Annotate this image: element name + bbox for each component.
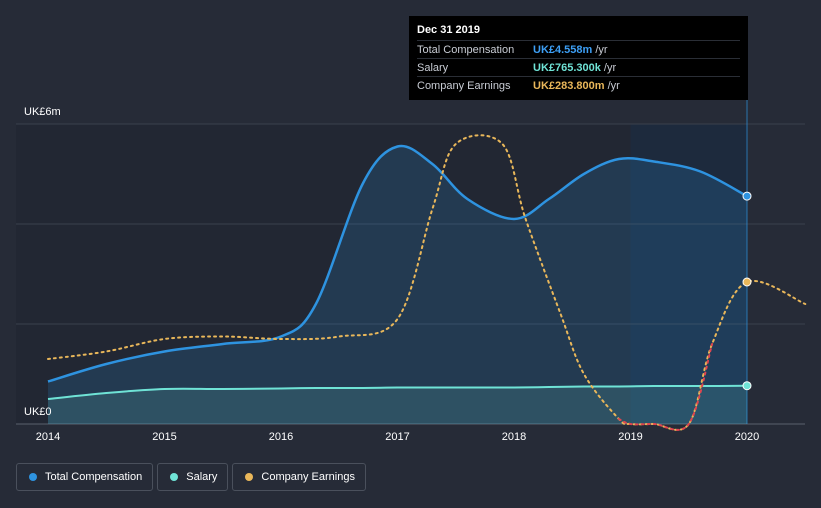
legend-item-total-compensation[interactable]: Total Compensation bbox=[16, 463, 154, 491]
chart-legend: Total Compensation Salary Company Earnin… bbox=[16, 463, 370, 491]
legend-dot-icon bbox=[170, 473, 179, 481]
x-tick-label: 2020 bbox=[734, 431, 760, 443]
grid-lines bbox=[16, 100, 805, 425]
tooltip-row-earnings: Company Earnings UK£283.800m /yr bbox=[417, 76, 740, 94]
total-compensation-line bbox=[47, 144, 748, 383]
tooltip-value: UK£283.800m bbox=[533, 79, 605, 92]
x-tick-label: 2018 bbox=[501, 431, 527, 443]
legend-label: Salary bbox=[186, 471, 218, 483]
tooltip-unit: /yr bbox=[603, 61, 617, 74]
legend-label: Total Compensation bbox=[45, 471, 143, 483]
legend-item-company-earnings[interactable]: Company Earnings bbox=[232, 463, 366, 491]
x-tick-label: 2016 bbox=[268, 431, 294, 443]
legend-item-salary[interactable]: Salary bbox=[157, 463, 229, 491]
salary-marker bbox=[742, 381, 752, 391]
tooltip-label: Salary bbox=[417, 61, 449, 74]
tooltip-value: UK£765.300k bbox=[533, 61, 601, 74]
salary-area bbox=[48, 385, 747, 424]
company-earnings-negative-line bbox=[617, 343, 714, 431]
series-lines bbox=[47, 134, 807, 431]
tooltip-date: Dec 31 2019 bbox=[417, 24, 480, 36]
legend-dot-icon bbox=[29, 473, 37, 481]
x-tick-label: 2014 bbox=[35, 431, 61, 443]
chart-tooltip: Dec 31 2019 Total Compensation UK£4.558m… bbox=[409, 16, 748, 100]
tooltip-unit: /yr bbox=[607, 79, 620, 92]
company-earnings-marker bbox=[742, 277, 752, 287]
tooltip-label: Total Compensation bbox=[417, 43, 515, 56]
legend-label: Company Earnings bbox=[261, 471, 355, 483]
x-tick-label: 2017 bbox=[385, 431, 410, 443]
total-compensation-marker bbox=[742, 191, 752, 201]
series-areas bbox=[48, 145, 747, 424]
y-axis-top-label: UK£6m bbox=[24, 106, 61, 118]
total-compensation-area bbox=[48, 145, 747, 424]
tooltip-label: Company Earnings bbox=[417, 79, 511, 92]
x-tick-label: 2015 bbox=[152, 431, 177, 443]
tooltip-value: UK£4.558m bbox=[533, 43, 593, 56]
tooltip-row-total: Total Compensation UK£4.558m /yr bbox=[417, 40, 740, 58]
y-axis-bottom-label: UK£0 bbox=[24, 406, 52, 418]
plot-background bbox=[16, 124, 631, 424]
series-markers bbox=[742, 191, 752, 391]
salary-line bbox=[47, 384, 748, 400]
x-tick-label: 2019 bbox=[618, 431, 643, 443]
company-earnings-line bbox=[47, 134, 807, 431]
highlight-band bbox=[630, 124, 747, 424]
legend-dot-icon bbox=[245, 473, 254, 481]
tooltip-row-salary: Salary UK£765.300k /yr bbox=[417, 58, 740, 76]
tooltip-unit: /yr bbox=[595, 43, 608, 56]
